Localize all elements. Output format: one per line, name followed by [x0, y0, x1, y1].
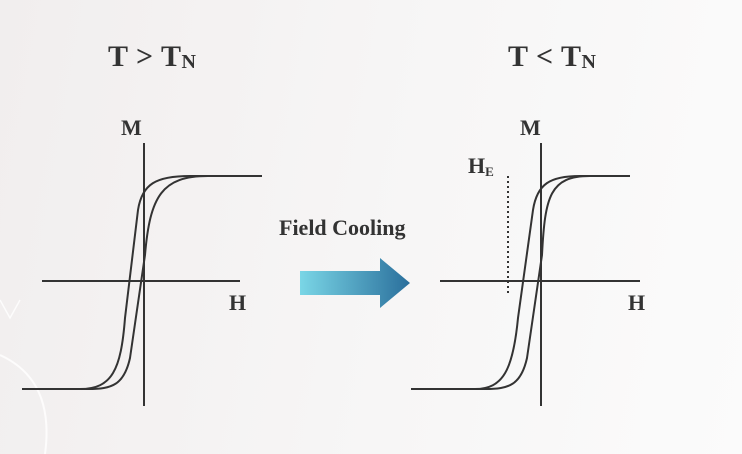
right-y-axis-label: M [520, 115, 541, 140]
right-x-axis-label: H [628, 290, 646, 315]
left-hysteresis-ascending-branch [22, 175, 262, 390]
exchange-bias-label: HE [468, 153, 494, 180]
background-arc-decoration [0, 354, 48, 454]
exchange-bias-label-subscript: E [485, 164, 494, 179]
left-title-main: T > T [108, 40, 182, 73]
right-hysteresis-plot [411, 143, 640, 406]
exchange-bias-label-main: H [468, 153, 486, 178]
left-panel-title: T > TN [108, 40, 196, 74]
right-title-main: T < T [508, 40, 582, 73]
left-x-axis-label: H [229, 290, 247, 315]
left-title-subscript: N [181, 51, 197, 73]
left-y-axis-label: M [121, 115, 142, 140]
right-panel-title: T < TN [508, 40, 596, 74]
left-hysteresis-descending-branch [22, 175, 262, 390]
background-triangle-decoration [0, 299, 21, 320]
left-hysteresis-plot [22, 143, 262, 406]
right-hysteresis-descending-branch [411, 175, 630, 390]
field-cooling-arrow [300, 258, 410, 308]
right-hysteresis-ascending-branch [411, 175, 630, 390]
field-cooling-label: Field Cooling [279, 215, 406, 240]
right-title-subscript: N [581, 51, 597, 73]
